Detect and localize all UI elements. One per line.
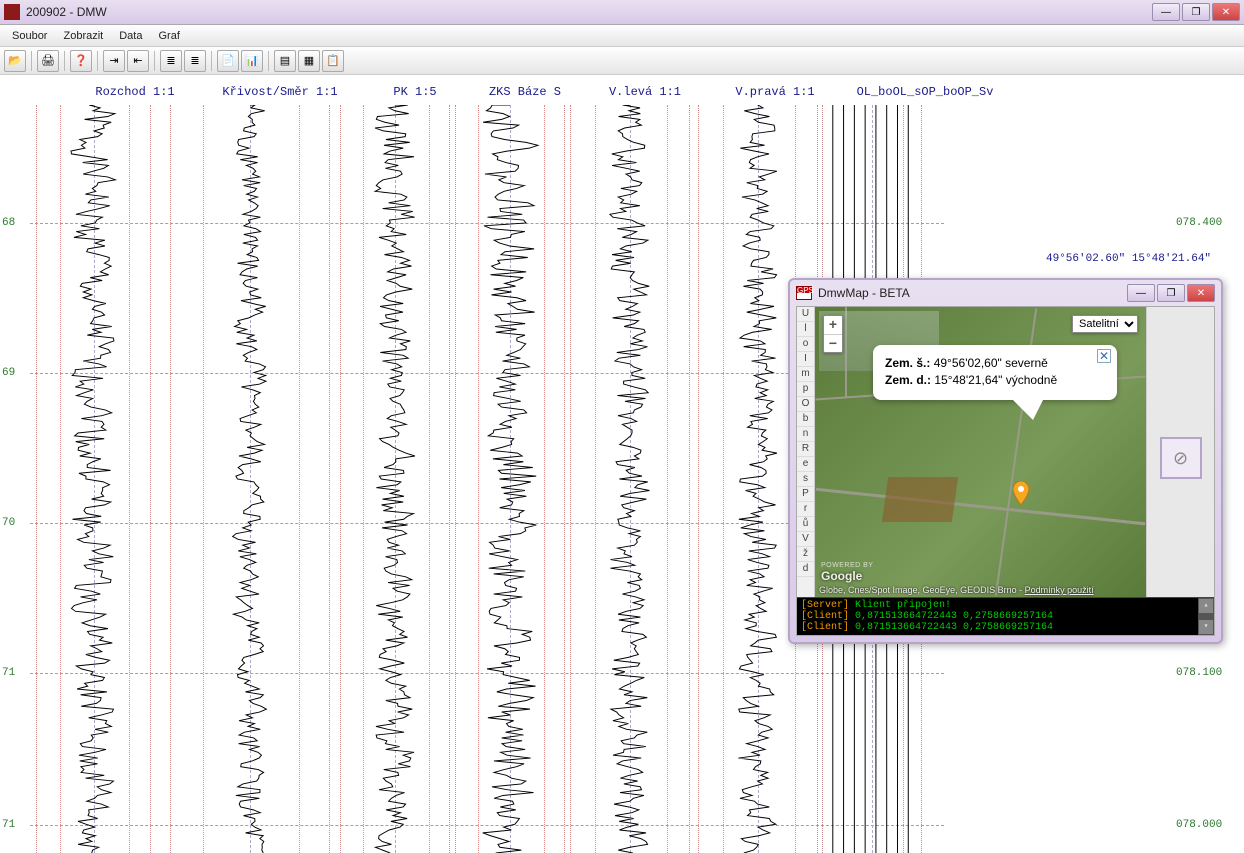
map-marker-icon[interactable]: [1013, 481, 1029, 505]
map-sidebar-item[interactable]: U: [797, 307, 814, 322]
y-axis-labels: 68 69 70 71 71: [2, 105, 28, 853]
lat-label: Zem. š.:: [885, 356, 930, 370]
column-header: PK 1:5: [360, 85, 470, 99]
tb-open[interactable]: 📂: [4, 50, 26, 72]
tb-help[interactable]: ❓: [70, 50, 92, 72]
tb-btn9[interactable]: 📊: [241, 50, 263, 72]
tb-btn10[interactable]: ▤: [274, 50, 296, 72]
tb-btn12[interactable]: 📋: [322, 50, 344, 72]
console-tag: [Server]: [801, 600, 849, 611]
tb-btn4[interactable]: ⇥: [103, 50, 125, 72]
console-scroll-down[interactable]: ▾: [1199, 620, 1213, 634]
google-logo: Google: [821, 569, 862, 583]
map-type-select[interactable]: Satelitní: [1072, 315, 1138, 333]
tb-btn11[interactable]: ▦: [298, 50, 320, 72]
map-info-bubble: ✕ Zem. š.: 49°56'02,60" severně Zem. d.:…: [873, 345, 1117, 400]
map-sidebar-item[interactable]: R: [797, 442, 814, 457]
column-header: V.levá 1:1: [580, 85, 710, 99]
menu-zobrazit[interactable]: Zobrazit: [55, 28, 111, 44]
column-header: Křivost/Směr 1:1: [200, 85, 360, 99]
popup-title: DmwMap - BETA: [818, 286, 1127, 300]
tb-btn5[interactable]: ⇤: [127, 50, 149, 72]
main-titlebar: 200902 - DMW — ❐ ✕: [0, 0, 1244, 25]
popup-close-button[interactable]: ✕: [1187, 284, 1215, 302]
gps-coord-label: 49°56'02.60" 15°48'21.64": [1046, 253, 1211, 265]
menu-soubor[interactable]: Soubor: [4, 28, 55, 44]
map-sidebar-item[interactable]: V: [797, 532, 814, 547]
console-scroll-up[interactable]: ▴: [1199, 599, 1213, 613]
map-sidebar[interactable]: UloImpObnResPrůVžd: [797, 307, 815, 597]
y-tick-label: 71: [2, 819, 15, 831]
map-sidebar-item[interactable]: l: [797, 322, 814, 337]
right-tick-label: 078.400: [1176, 217, 1222, 229]
map-sidebar-item[interactable]: n: [797, 427, 814, 442]
map-attribution: Globe, Cnes/Spot Image, GeoEye, GEODIS B…: [819, 585, 1142, 595]
trace-column: [36, 105, 151, 853]
y-tick-label: 69: [2, 367, 15, 379]
console-output: [Server] Klient připojen! [Client] 0,871…: [797, 597, 1214, 635]
column-header: OL_boOL_sOP_boOP_Sv: [840, 85, 1010, 99]
tb-print[interactable]: 🖨: [37, 50, 59, 72]
trace-column: [170, 105, 330, 853]
map-sidebar-item[interactable]: ů: [797, 517, 814, 532]
popup-maximize-button[interactable]: ❐: [1157, 284, 1185, 302]
menubar: Soubor Zobrazit Data Graf: [0, 25, 1244, 47]
trace-column: [455, 105, 565, 853]
map-sidebar-item[interactable]: p: [797, 382, 814, 397]
right-tick-label: 078.000: [1176, 819, 1222, 831]
map-sidebar-item[interactable]: ž: [797, 547, 814, 562]
streetview-icon[interactable]: ⊘: [1160, 437, 1202, 479]
column-header: Rozchod 1:1: [70, 85, 200, 99]
lon-label: Zem. d.:: [885, 373, 931, 387]
map-sidebar-item[interactable]: O: [797, 397, 814, 412]
y-tick-label: 70: [2, 517, 15, 529]
tb-btn8[interactable]: 📄: [217, 50, 239, 72]
map-sidebar-item[interactable]: b: [797, 412, 814, 427]
close-button[interactable]: ✕: [1212, 3, 1240, 21]
zoom-out-button[interactable]: −: [824, 334, 842, 352]
popup-titlebar[interactable]: GPS DmwMap - BETA — ❐ ✕: [790, 280, 1221, 306]
y-tick-label: 68: [2, 217, 15, 229]
zoom-in-button[interactable]: +: [824, 316, 842, 334]
window-title: 200902 - DMW: [26, 5, 1152, 19]
map-sidebar-item[interactable]: e: [797, 457, 814, 472]
trace-column: [340, 105, 450, 853]
y-tick-label: 71: [2, 667, 15, 679]
app-icon: [4, 4, 20, 20]
bubble-close-icon[interactable]: ✕: [1097, 349, 1111, 363]
map-sidebar-item[interactable]: d: [797, 562, 814, 577]
lat-value: 49°56'02,60" severně: [930, 356, 1047, 370]
map-popup-window[interactable]: GPS DmwMap - BETA — ❐ ✕ UloImpObnResPrůV…: [788, 278, 1223, 644]
minimize-button[interactable]: —: [1152, 3, 1180, 21]
tb-btn6[interactable]: ≣: [160, 50, 182, 72]
gps-icon: GPS: [796, 286, 812, 300]
trace-column: [570, 105, 690, 853]
column-header: ZKS Báze S: [470, 85, 580, 99]
menu-graf[interactable]: Graf: [150, 28, 187, 44]
chart-headers: Rozchod 1:1Křivost/Směr 1:1PK 1:5ZKS Báz…: [30, 85, 1234, 103]
console-tag: [Client]: [801, 622, 849, 633]
powered-by-label: POWERED BY: [821, 562, 873, 569]
toolbar: 📂 🖨 ❓ ⇥ ⇤ ≣ ≣ 📄 📊 ▤ ▦ 📋: [0, 47, 1244, 75]
map-zoom-control: + −: [823, 315, 843, 353]
terms-link[interactable]: Podmínky použití: [1025, 585, 1094, 595]
map-sidebar-item[interactable]: m: [797, 367, 814, 382]
popup-minimize-button[interactable]: —: [1127, 284, 1155, 302]
maximize-button[interactable]: ❐: [1182, 3, 1210, 21]
map-sidebar-item[interactable]: s: [797, 472, 814, 487]
map-view[interactable]: + − Satelitní ✕ Zem. š.: 49°56'02,60" se…: [815, 307, 1146, 597]
tb-btn7[interactable]: ≣: [184, 50, 206, 72]
right-tick-label: 078.100: [1176, 667, 1222, 679]
menu-data[interactable]: Data: [111, 28, 150, 44]
console-tag: [Client]: [801, 611, 849, 622]
lon-value: 15°48'21,64" východně: [931, 373, 1057, 387]
map-sidebar-item[interactable]: I: [797, 352, 814, 367]
column-header: V.pravá 1:1: [710, 85, 840, 99]
map-right-panel: ⊘: [1146, 307, 1214, 597]
map-sidebar-item[interactable]: P: [797, 487, 814, 502]
map-sidebar-item[interactable]: r: [797, 502, 814, 517]
map-sidebar-item[interactable]: o: [797, 337, 814, 352]
